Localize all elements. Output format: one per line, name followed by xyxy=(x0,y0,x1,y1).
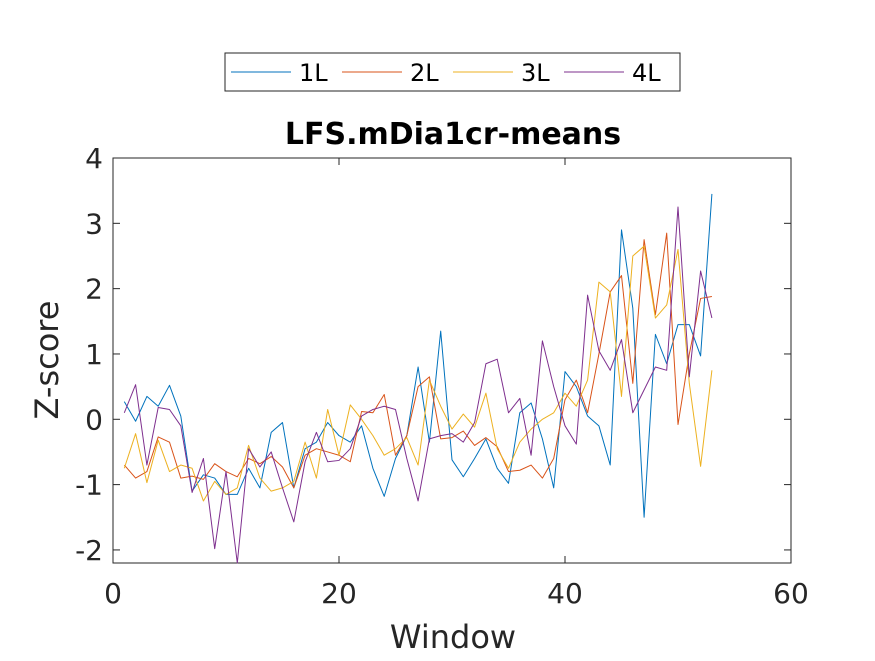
legend-label-1L: 1L xyxy=(299,59,328,87)
plot-area xyxy=(112,157,792,564)
x-tick-label: 60 xyxy=(773,577,809,610)
y-tick-label: 1 xyxy=(85,338,103,371)
y-tick-label: -2 xyxy=(75,534,103,567)
y-tick-label: 4 xyxy=(85,142,103,175)
y-axis-label: Z-score xyxy=(28,301,66,420)
y-tick-label: 0 xyxy=(85,403,103,436)
series-lines xyxy=(123,193,713,564)
x-tick-label: 40 xyxy=(547,577,583,610)
x-tick-label: 0 xyxy=(104,577,122,610)
series-line-4L xyxy=(123,206,713,564)
y-tick-label: 2 xyxy=(85,273,103,306)
legend: 1L 2L 3L 4L xyxy=(224,52,681,92)
legend-label-4L: 4L xyxy=(632,59,661,87)
y-tick-label: 3 xyxy=(85,207,103,240)
y-tick-label: -1 xyxy=(75,469,103,502)
series-line-3L xyxy=(123,245,713,502)
legend-label-3L: 3L xyxy=(521,59,550,87)
chart-title: LFS.mDia1cr-means xyxy=(285,117,621,152)
legend-label-2L: 2L xyxy=(410,59,439,87)
series-line-1L xyxy=(123,193,713,518)
series-line-2L xyxy=(123,232,712,489)
x-axis-label: Window xyxy=(390,618,516,656)
axis-ticks: 0 20 40 60 -2 -1 0 1 2 3 4 xyxy=(75,142,809,610)
x-tick-label: 20 xyxy=(321,577,357,610)
